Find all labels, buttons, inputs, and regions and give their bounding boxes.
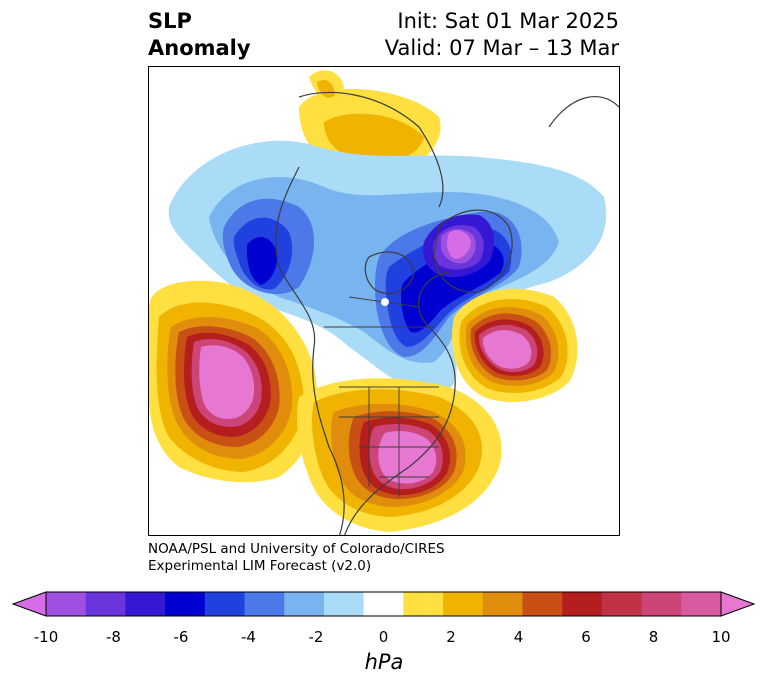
colorbar-segment <box>562 592 603 616</box>
west-coast-outline <box>275 166 345 535</box>
slp-anomaly-map <box>148 66 620 536</box>
colorbar-tick-label: -8 <box>106 628 121 646</box>
colorbar-segment <box>403 592 444 616</box>
north-atlantic-high-anomaly <box>452 288 578 402</box>
colorbar-segment <box>601 592 643 616</box>
colorbar-tick-label: 4 <box>513 628 524 646</box>
map-canvas <box>149 70 619 535</box>
colorbar-segment <box>85 592 126 616</box>
colorbar-tick-label: 2 <box>446 628 456 646</box>
colorbar-segment <box>522 592 563 616</box>
north-pacific-high-anomaly <box>149 280 318 483</box>
colorbar <box>11 591 756 617</box>
colorbar-segment <box>641 592 682 616</box>
colorbar-segment <box>125 592 166 616</box>
arctic-islands-outline <box>298 91 444 208</box>
colorbar-units: hPa <box>364 650 404 674</box>
colorbar-segment <box>443 592 484 616</box>
hudson-bay-outline <box>364 251 415 294</box>
colorbar-tick-label: -2 <box>308 628 324 646</box>
colorbar-tick-label: -4 <box>241 628 256 646</box>
coastline-outlines <box>275 91 619 535</box>
title-line-1: SLP <box>148 9 192 33</box>
colorbar-tick-label: 10 <box>711 628 731 646</box>
credit-line-2: Experimental LIM Forecast (v2.0) <box>148 558 372 574</box>
colorbar-segment <box>363 592 404 616</box>
colorbar-tick-label: 0 <box>378 628 389 646</box>
colorbar-frame <box>45 591 722 617</box>
credit-text: NOAA/PSL and University of Colorado/CIRE… <box>148 541 445 575</box>
title-line-2: Anomaly <box>148 36 251 60</box>
init-date: Init: Sat 01 Mar 2025 <box>397 9 619 33</box>
colorbar-segment <box>482 592 523 616</box>
colorbar-tick-label: -10 <box>33 628 59 646</box>
forecast-dates: Init: Sat 01 Mar 2025 Valid: 07 Mar – 13… <box>385 8 619 62</box>
colorbar-high-arrow <box>720 591 756 617</box>
colorbar-segment <box>681 592 722 616</box>
colorbar-segment <box>46 592 87 616</box>
colorbar-segment <box>284 592 325 616</box>
colorbar-segment <box>323 592 365 616</box>
europe-outline <box>548 96 619 128</box>
map-title: SLP Anomaly <box>148 8 251 62</box>
colorbar-low-arrow <box>11 591 47 617</box>
colorbar-segment <box>244 592 285 616</box>
colorbar-tick-label: 6 <box>581 628 591 646</box>
small-white-spot <box>381 298 389 306</box>
state-borders <box>339 386 439 497</box>
colorbar-tick-label: 8 <box>648 628 659 646</box>
greenland-outline <box>433 209 513 293</box>
colorbar-segment <box>204 592 246 616</box>
colorbar-segment <box>165 592 206 616</box>
valid-dates: Valid: 07 Mar – 13 Mar <box>384 36 619 60</box>
credit-line-1: NOAA/PSL and University of Colorado/CIRE… <box>148 541 445 557</box>
colorbar-tick-label: -6 <box>173 628 189 646</box>
